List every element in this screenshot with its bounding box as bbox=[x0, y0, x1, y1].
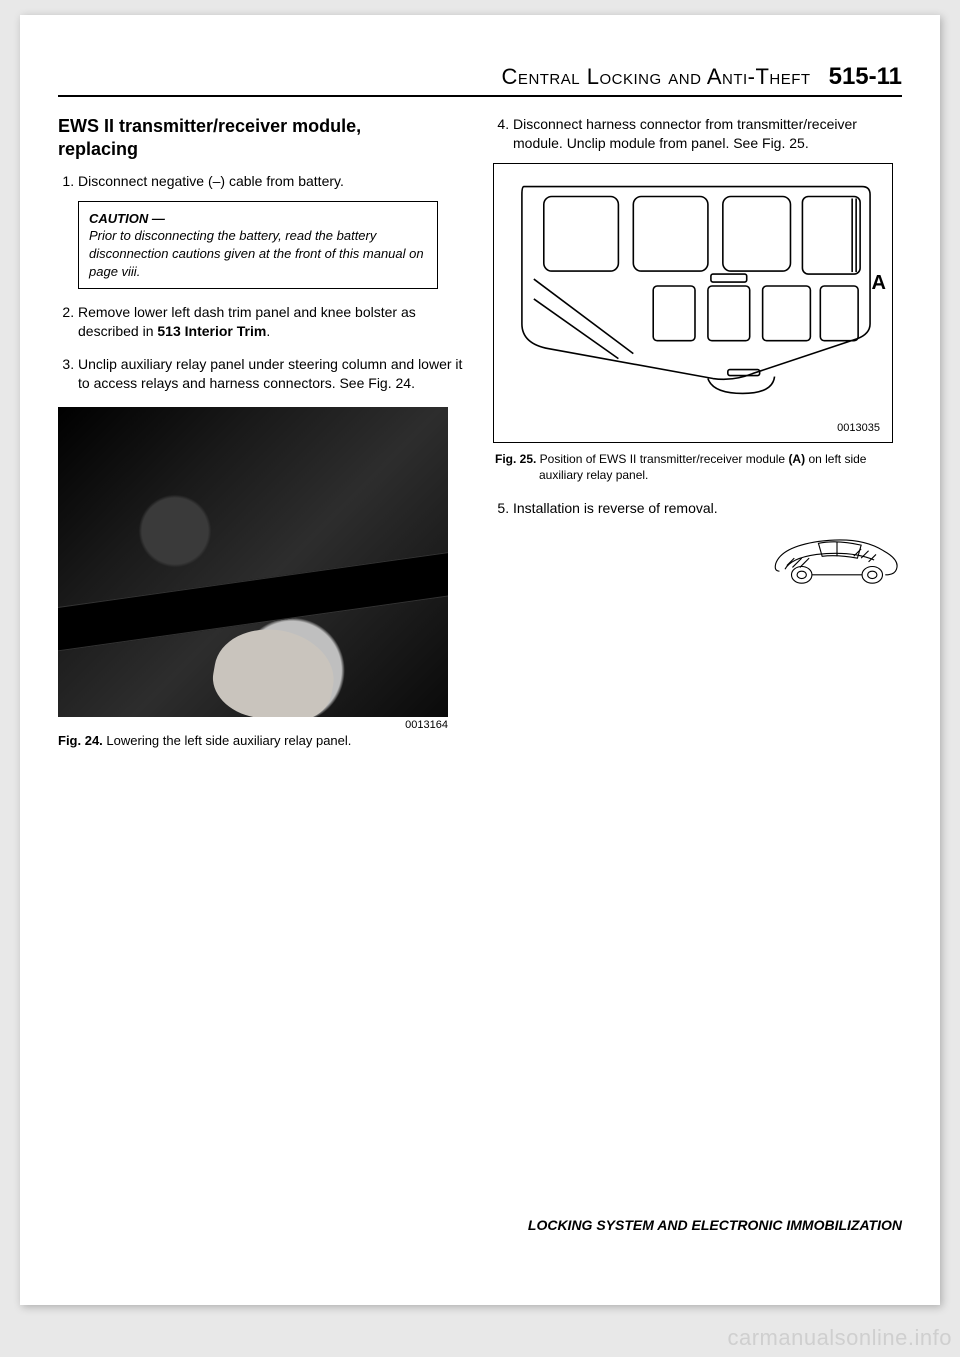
manual-page: Central Locking and Anti-Theft 515-11 EW… bbox=[20, 15, 940, 1305]
caution-body: Prior to disconnecting the battery, read… bbox=[89, 228, 424, 278]
fig25-label: Fig. 25. bbox=[495, 452, 536, 466]
watermark: carmanualsonline.info bbox=[727, 1325, 952, 1351]
procedure-steps-left: Disconnect negative (–) cable from batte… bbox=[78, 172, 467, 393]
step-4: Disconnect harness connector from transm… bbox=[513, 115, 902, 153]
section-heading-line1: EWS II transmitter/receiver module, bbox=[58, 116, 361, 136]
step-1-text: Disconnect negative (–) cable from batte… bbox=[78, 173, 344, 189]
relay-panel-svg bbox=[504, 174, 882, 404]
section-heading: EWS II transmitter/receiver module, repl… bbox=[58, 115, 467, 160]
figure-25-diagram: A 0013035 bbox=[493, 163, 893, 443]
step-3: Unclip auxiliary relay panel under steer… bbox=[78, 355, 467, 393]
step-5: Installation is reverse of removal. bbox=[513, 499, 902, 518]
car-illustration bbox=[493, 532, 902, 593]
right-column: Disconnect harness connector from transm… bbox=[493, 115, 902, 750]
procedure-steps-right: Disconnect harness connector from transm… bbox=[513, 115, 902, 153]
figure-24-photo bbox=[58, 407, 448, 717]
section-heading-line2: replacing bbox=[58, 139, 138, 159]
chapter-title: Central Locking and Anti-Theft bbox=[502, 64, 811, 90]
fig24-label: Fig. 24. bbox=[58, 733, 103, 748]
left-column: EWS II transmitter/receiver module, repl… bbox=[58, 115, 467, 750]
page-number: 515-11 bbox=[829, 63, 902, 91]
step-3-text: Unclip auxiliary relay panel under steer… bbox=[78, 356, 462, 391]
fig25-text-b: on left side bbox=[805, 452, 866, 466]
page-footer: LOCKING SYSTEM AND ELECTRONIC IMMOBILIZA… bbox=[528, 1217, 902, 1233]
figure-25-ref: 0013035 bbox=[837, 422, 880, 434]
caution-box: CAUTION — Prior to disconnecting the bat… bbox=[78, 201, 438, 289]
diagram-label-a: A bbox=[872, 272, 886, 295]
fig24-text: Lowering the left side auxiliary relay p… bbox=[103, 733, 352, 748]
figure-25-caption: Fig. 25. Position of EWS II transmitter/… bbox=[493, 451, 902, 483]
car-icon bbox=[772, 532, 902, 588]
fig25-text-a: Position of EWS II transmitter/receiver … bbox=[536, 452, 788, 466]
page-header: Central Locking and Anti-Theft 515-11 bbox=[58, 63, 902, 97]
step-2: Remove lower left dash trim panel and kn… bbox=[78, 303, 467, 341]
step-2-bold: 513 Interior Trim bbox=[157, 323, 266, 339]
caution-label: CAUTION — bbox=[89, 211, 165, 226]
fig25-text-c: auxiliary relay panel. bbox=[495, 467, 902, 483]
two-column-layout: EWS II transmitter/receiver module, repl… bbox=[58, 115, 902, 750]
step-4-text: Disconnect harness connector from transm… bbox=[513, 116, 857, 151]
step-5-text: Installation is reverse of removal. bbox=[513, 500, 718, 516]
step-1: Disconnect negative (–) cable from batte… bbox=[78, 172, 467, 289]
figure-24-ref: 0013164 bbox=[58, 719, 448, 731]
procedure-steps-right-2: Installation is reverse of removal. bbox=[513, 499, 902, 518]
chapter-title-text: Central Locking and Anti-Theft bbox=[502, 64, 811, 89]
figure-24-caption: Fig. 24. Lowering the left side auxiliar… bbox=[58, 733, 448, 750]
fig25-bold-a: (A) bbox=[788, 452, 805, 466]
step-2-post: . bbox=[266, 323, 270, 339]
